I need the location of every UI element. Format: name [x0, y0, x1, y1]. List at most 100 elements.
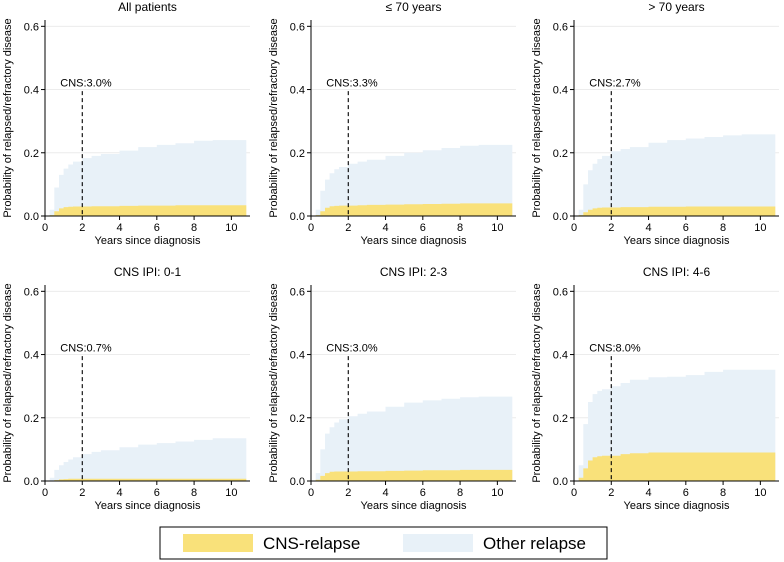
y-axis-label: Probability of relapsed/refractory disea…	[268, 18, 280, 217]
x-tick-label: 6	[154, 222, 160, 234]
x-tick-label: 10	[491, 487, 503, 499]
cns-relapse-area	[311, 203, 513, 216]
x-tick-label: 0	[42, 222, 48, 234]
y-tick-label: 0.2	[553, 148, 568, 160]
chart-panel: CNS IPI: 4-6 CNS:8.0% 0.0 0.2 0.4 0.6 0 2 4 6 8 10 Y…	[531, 265, 779, 512]
x-tick-label: 10	[225, 222, 237, 234]
y-axis-label: Probability of relapsed/refractory disea…	[531, 283, 543, 482]
y-tick-label: 0.6	[24, 286, 39, 298]
y-tick-label: 0.4	[24, 85, 39, 97]
panel-title: ≤ 70 years	[386, 0, 442, 14]
x-tick-label: 2	[608, 222, 614, 234]
x-tick-label: 4	[116, 222, 122, 234]
cns-relapse-area	[574, 206, 776, 216]
x-tick-label: 0	[571, 222, 577, 234]
x-tick-label: 8	[457, 222, 463, 234]
panel-title: CNS IPI: 4-6	[643, 265, 711, 279]
y-tick-label: 0.4	[553, 350, 568, 362]
y-tick-label: 0.6	[553, 286, 568, 298]
x-tick-label: 0	[308, 487, 314, 499]
chart-panel: All patients CNS:3.0% 0.0 0.2 0.4 0.6 0 2 4 6 8 10 Y…	[2, 0, 250, 247]
cns-annotation: CNS:3.0%	[326, 342, 378, 354]
x-tick-label: 8	[720, 222, 726, 234]
x-axis-label: Years since diagnosis	[624, 235, 730, 247]
x-tick-label: 6	[683, 487, 689, 499]
other-relapse-area	[45, 140, 247, 216]
y-tick-label: 0.6	[290, 286, 305, 298]
x-tick-label: 8	[457, 487, 463, 499]
chart-panel: CNS IPI: 0-1 CNS:0.7% 0.0 0.2 0.4 0.6 0 2 4 6 8 10 Y…	[2, 265, 250, 512]
cns-annotation: CNS:0.7%	[60, 342, 112, 354]
cns-relapse-area	[574, 452, 776, 481]
other-relapse-area	[311, 144, 513, 216]
panel-title: CNS IPI: 2-3	[380, 265, 448, 279]
x-tick-label: 10	[754, 487, 766, 499]
y-tick-label: 0.2	[290, 413, 305, 425]
x-tick-label: 2	[79, 487, 85, 499]
x-tick-label: 4	[116, 487, 122, 499]
x-axis-label: Years since diagnosis	[361, 500, 467, 512]
y-tick-label: 0.0	[290, 476, 305, 488]
cns-annotation: CNS:2.7%	[589, 77, 641, 89]
x-tick-label: 2	[79, 222, 85, 234]
y-axis-label: Probability of relapsed/refractory disea…	[531, 18, 543, 217]
legend: CNS-relapse Other relapse	[159, 526, 608, 560]
x-tick-label: 8	[191, 487, 197, 499]
legend-label: CNS-relapse	[263, 534, 360, 553]
y-tick-label: 0.0	[553, 211, 568, 223]
y-tick-label: 0.2	[24, 148, 39, 160]
y-tick-label: 0.0	[24, 476, 39, 488]
y-tick-label: 0.4	[290, 350, 305, 362]
chart-panel: ≤ 70 years CNS:3.3% 0.0 0.2 0.4 0.6 0 2 4 6 8 10 Yea…	[268, 0, 516, 247]
cns-annotation: CNS:3.0%	[60, 77, 112, 89]
x-tick-label: 2	[345, 487, 351, 499]
y-tick-label: 0.4	[553, 85, 568, 97]
y-tick-label: 0.6	[290, 21, 305, 33]
y-tick-label: 0.6	[553, 21, 568, 33]
other-relapse-area	[45, 438, 247, 481]
x-tick-label: 4	[645, 487, 651, 499]
y-tick-label: 0.4	[24, 350, 39, 362]
x-tick-label: 6	[154, 487, 160, 499]
cns-relapse-area	[45, 478, 247, 481]
panels: All patients CNS:3.0% 0.0 0.2 0.4 0.6 0 2 4 6 8 10 Y…	[2, 0, 779, 512]
x-tick-label: 0	[308, 222, 314, 234]
y-axis-label: Probability of relapsed/refractory disea…	[2, 18, 14, 217]
legend-label: Other relapse	[483, 534, 586, 553]
cns-relapse-area	[45, 205, 247, 216]
y-axis-label: Probability of relapsed/refractory disea…	[2, 283, 14, 482]
y-tick-label: 0.0	[24, 211, 39, 223]
x-axis-label: Years since diagnosis	[95, 235, 201, 247]
x-tick-label: 8	[720, 487, 726, 499]
cns-annotation: CNS:3.3%	[326, 77, 378, 89]
y-tick-label: 0.4	[290, 85, 305, 97]
chart-panel: CNS IPI: 2-3 CNS:3.0% 0.0 0.2 0.4 0.6 0 2 4 6 8 10 Y…	[268, 265, 516, 512]
chart-panel: > 70 years CNS:2.7% 0.0 0.2 0.4 0.6 0 2 4 6 8 10 Yea…	[531, 0, 779, 247]
other-relapse-area	[311, 396, 513, 481]
y-tick-label: 0.0	[290, 211, 305, 223]
y-tick-label: 0.2	[290, 148, 305, 160]
panel-title: > 70 years	[648, 0, 704, 14]
y-tick-label: 0.6	[24, 21, 39, 33]
x-tick-label: 2	[345, 222, 351, 234]
x-tick-label: 10	[225, 487, 237, 499]
panel-title: All patients	[118, 0, 177, 14]
x-tick-label: 0	[571, 487, 577, 499]
y-tick-label: 0.0	[553, 476, 568, 488]
panel-title: CNS IPI: 0-1	[114, 265, 182, 279]
other-relapse-area	[574, 134, 776, 216]
x-tick-label: 10	[754, 222, 766, 234]
y-tick-label: 0.2	[24, 413, 39, 425]
x-tick-label: 6	[420, 222, 426, 234]
x-tick-label: 4	[382, 222, 388, 234]
y-axis-label: Probability of relapsed/refractory disea…	[268, 283, 280, 482]
x-tick-label: 4	[645, 222, 651, 234]
x-tick-label: 4	[382, 487, 388, 499]
y-tick-label: 0.2	[553, 413, 568, 425]
x-axis-label: Years since diagnosis	[95, 500, 201, 512]
cns-annotation: CNS:8.0%	[589, 342, 641, 354]
legend-swatch	[183, 534, 253, 552]
x-tick-label: 8	[191, 222, 197, 234]
x-tick-label: 6	[683, 222, 689, 234]
